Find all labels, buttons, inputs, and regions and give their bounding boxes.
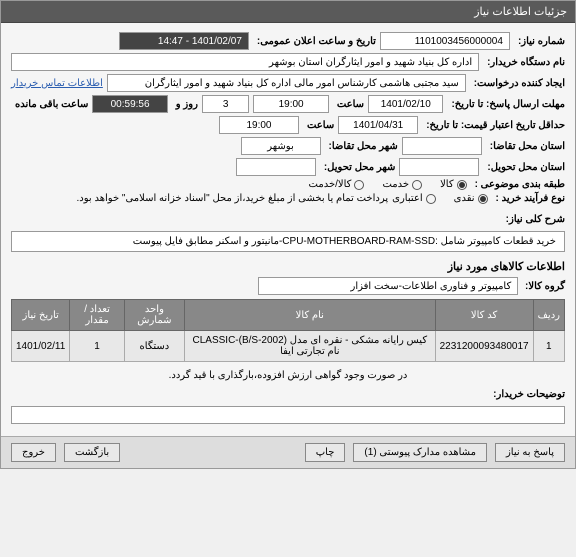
radio-paid[interactable]: نقدی — [454, 193, 488, 204]
payment-note: پرداخت تمام یا بخشی از مبلغ خرید،از محل … — [77, 193, 389, 204]
print-button[interactable]: چاپ — [305, 443, 346, 462]
table-row: 12231200093480017کیس رایانه مشکی - نقره … — [12, 331, 565, 362]
items-table: ردیفکد کالانام کالاواحد شمارشتعداد / مقد… — [11, 299, 565, 362]
radio-icon — [354, 180, 364, 190]
category-label: طبقه بندی موضوعی : — [475, 179, 565, 190]
validity-date-field: 1401/04/31 — [338, 116, 418, 134]
panel-header: جزئیات اطلاعات نیاز — [1, 1, 575, 23]
remaining-label: ساعت باقی مانده — [15, 99, 88, 110]
description-label: شرح کلی نیاز: — [506, 214, 565, 225]
radio-icon — [457, 180, 467, 190]
city-delivery-field — [236, 158, 316, 176]
province-delivery-label: استان محل تحویل: — [487, 162, 565, 173]
group-field: کامپیوتر و فناوری اطلاعات-سخت افزار — [258, 277, 518, 295]
contact-link[interactable]: اطلاعات تماس خریدار — [11, 78, 103, 89]
back-button[interactable]: بازگشت — [64, 443, 120, 462]
deadline-label: مهلت ارسال پاسخ: تا تاریخ: — [451, 99, 565, 110]
table-cell: 1 — [70, 331, 124, 362]
table-header: نام کالا — [185, 300, 436, 331]
org-field: اداره کل بنیاد شهید و امور ایثارگران است… — [11, 53, 479, 71]
table-cell: 1401/02/11 — [12, 331, 70, 362]
radio-icon — [426, 194, 436, 204]
table-header: کد کالا — [435, 300, 533, 331]
need-number-label: شماره نیاز: — [518, 36, 565, 47]
reply-button[interactable]: پاسخ به نیاز — [495, 443, 565, 462]
main-panel: جزئیات اطلاعات نیاز شماره نیاز: 11010034… — [0, 0, 576, 469]
city-request-label: شهر محل تقاضا: — [329, 141, 398, 152]
creator-field: سید مجتبی هاشمی کارشناس امور مالی اداره … — [107, 74, 466, 92]
table-cell: دستگاه — [124, 331, 184, 362]
radio-credit[interactable]: اعتباری — [392, 193, 435, 204]
table-header: تعداد / مقدار — [70, 300, 124, 331]
process-radio-group: نقدی اعتباری — [392, 193, 487, 204]
province-request-label: استان محل تقاضا: — [490, 141, 565, 152]
radio-both[interactable]: کالا/خدمت — [309, 179, 365, 190]
public-date-label: تاریخ و ساعت اعلان عمومی: — [257, 36, 376, 47]
table-header: واحد شمارش — [124, 300, 184, 331]
content-area: شماره نیاز: 1101003456000004 تاریخ و ساع… — [1, 23, 575, 436]
process-label: نوع فرآیند خرید : — [496, 193, 565, 204]
remaining-time-field: 00:59:56 — [92, 95, 167, 113]
org-label: نام دستگاه خریدار: — [487, 57, 565, 68]
validity-time-field: 19:00 — [219, 116, 299, 134]
time-label-1: ساعت — [337, 99, 364, 110]
validity-label: حداقل تاریخ اعتبار قیمت: تا تاریخ: — [426, 120, 565, 131]
attachments-button[interactable]: مشاهده مدارک پیوستی (1) — [353, 443, 487, 462]
creator-label: ایجاد کننده درخواست: — [474, 78, 565, 89]
radio-goods[interactable]: کالا — [440, 179, 467, 190]
province-request-field — [402, 137, 482, 155]
deadline-time-field: 19:00 — [253, 95, 328, 113]
note-text: در صورت وجود گواهی ارزش افزوده،بارگذاری … — [11, 370, 565, 381]
description-box: خرید قطعات کامپیوتر شامل :CPU-MOTHERBOAR… — [11, 231, 565, 252]
table-header: تاریخ نیاز — [12, 300, 70, 331]
table-header: ردیف — [533, 300, 564, 331]
buyer-notes-label: توضیحات خریدار: — [493, 389, 565, 400]
day-label: روز و — [176, 99, 198, 110]
table-cell: 1 — [533, 331, 564, 362]
footer-buttons: پاسخ به نیاز مشاهده مدارک پیوستی (1) چاپ… — [1, 436, 575, 468]
time-label-2: ساعت — [307, 120, 334, 131]
public-date-field: 1401/02/07 - 14:47 — [119, 32, 249, 50]
group-label: گروه کالا: — [525, 281, 565, 292]
table-cell: کیس رایانه مشکی - نقره ای مدل CLASSIC-(B… — [185, 331, 436, 362]
radio-icon — [478, 194, 488, 204]
remaining-days-field: 3 — [202, 95, 250, 113]
deadline-date-field: 1401/02/10 — [368, 95, 443, 113]
need-number-field: 1101003456000004 — [380, 32, 510, 50]
exit-button[interactable]: خروج — [11, 443, 56, 462]
city-delivery-label: شهر محل تحویل: — [324, 162, 396, 173]
items-section-title: اطلاعات کالاهای مورد نیاز — [11, 260, 565, 273]
province-delivery-field — [399, 158, 479, 176]
radio-service[interactable]: خدمت — [382, 179, 422, 190]
radio-icon — [412, 180, 422, 190]
city-request-field: بوشهر — [241, 137, 321, 155]
buyer-notes-box — [11, 406, 565, 424]
table-cell: 2231200093480017 — [435, 331, 533, 362]
category-radio-group: کالا خدمت کالا/خدمت — [309, 179, 467, 190]
